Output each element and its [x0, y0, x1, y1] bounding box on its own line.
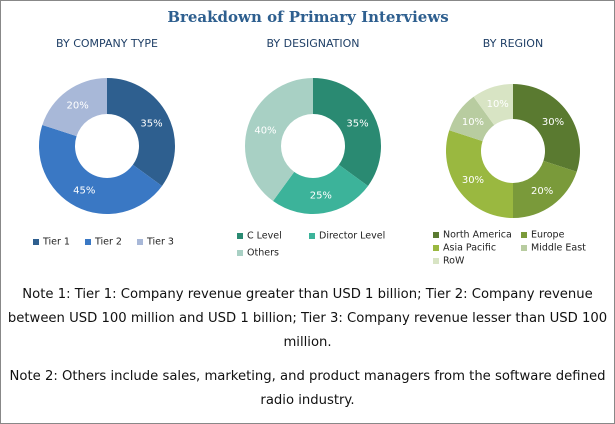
donut-segment [473, 84, 513, 126]
donut-segment [107, 78, 175, 186]
chart-subtitle: BY REGION [483, 37, 543, 50]
donut-segment [513, 84, 580, 172]
value-label: 20% [531, 186, 553, 197]
legend-label: Tier 2 [94, 237, 122, 248]
notes: Note 1: Tier 1: Company revenue greater … [7, 283, 608, 423]
value-label: 45% [73, 186, 95, 197]
legend-swatch [85, 239, 91, 245]
legend-swatch [521, 245, 527, 251]
legend-swatch [137, 239, 143, 245]
legend-swatch [433, 232, 439, 238]
value-label: 20% [66, 101, 88, 112]
donut-segment [513, 160, 577, 218]
donut-segment [445, 130, 513, 218]
donut-segment [273, 164, 369, 214]
note: Note 2: Others include sales, marketing,… [9, 369, 606, 408]
value-label: 30% [462, 175, 484, 186]
value-label: 35% [346, 118, 368, 129]
legend-label: Tier 3 [146, 237, 174, 248]
donut-segment [449, 96, 495, 142]
chart-subtitle: BY COMPANY TYPE [56, 37, 158, 50]
legend-swatch [237, 250, 243, 256]
value-label: 40% [254, 126, 276, 137]
legend-label: North America [443, 230, 512, 241]
legend-swatch [433, 245, 439, 251]
donut-segment [42, 78, 107, 137]
legend-label: Director Level [319, 231, 385, 242]
donut-segment [313, 78, 381, 186]
value-label: 10% [462, 117, 484, 128]
legend-label: Others [247, 248, 279, 259]
charts: Breakdown of Primary Interviews BY COMPA… [33, 8, 586, 267]
legend-label: C Level [247, 231, 282, 242]
chart-subtitle: BY DESIGNATION [266, 37, 359, 50]
legend-label: Asia Pacific [443, 243, 496, 254]
value-label: 35% [140, 118, 162, 129]
legend-swatch [309, 233, 315, 239]
legend-swatch [433, 258, 439, 264]
legend-label: RoW [443, 256, 465, 267]
legend-label: Tier 1 [42, 237, 70, 248]
main-title: Breakdown of Primary Interviews [167, 8, 448, 26]
legend-swatch [521, 232, 527, 238]
legend-label: Middle East [531, 243, 586, 254]
value-label: 10% [487, 99, 509, 110]
legend-label: Europe [531, 230, 565, 241]
legend-swatch [237, 233, 243, 239]
note: Note 1: Tier 1: Company revenue greater … [7, 287, 608, 350]
legend-swatch [33, 239, 39, 245]
value-label: 30% [542, 117, 564, 128]
donut-segment [39, 124, 163, 214]
value-label: 25% [310, 190, 332, 201]
donut-segment [245, 78, 313, 202]
